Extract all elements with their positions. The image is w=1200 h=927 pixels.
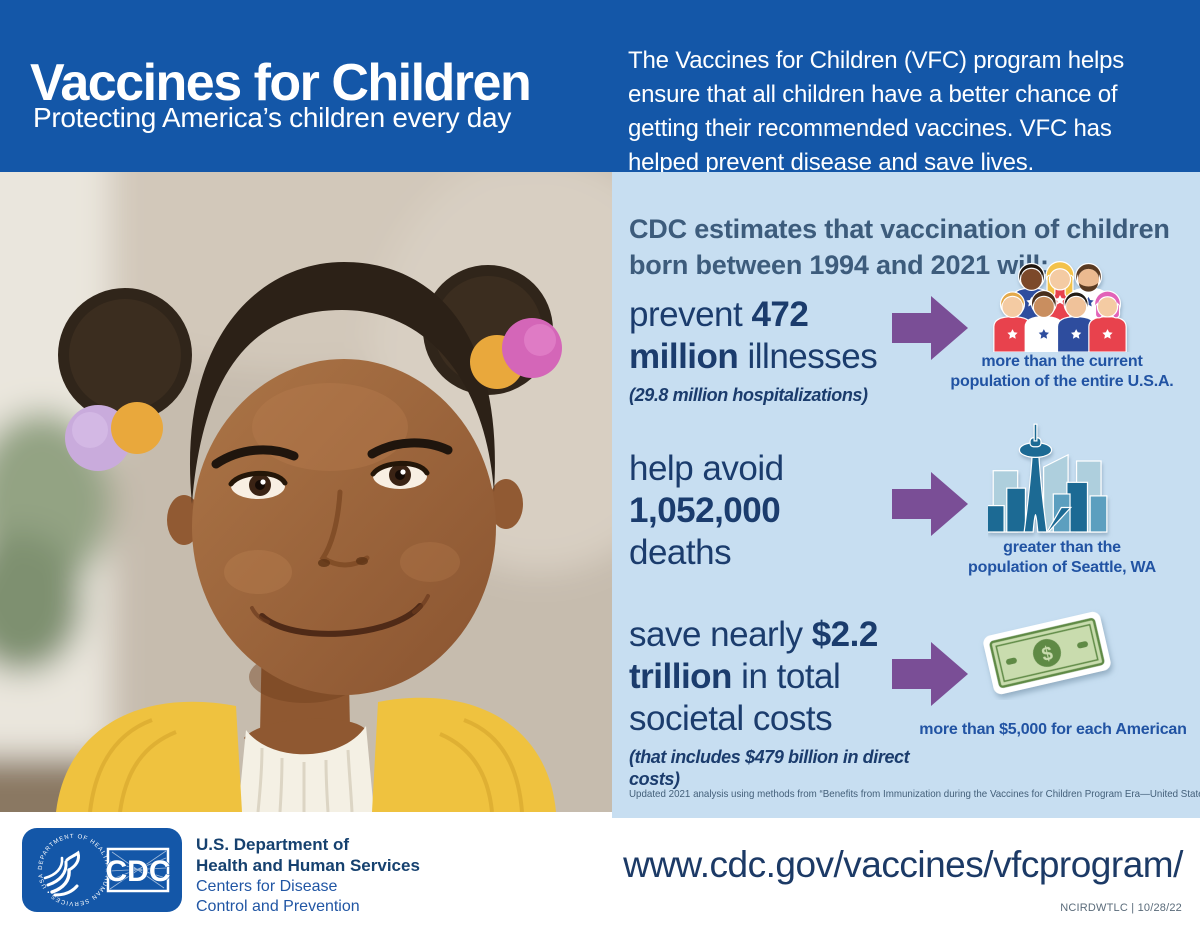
page-title: Vaccines for Children <box>30 53 532 112</box>
intro-paragraph: The Vaccines for Children (VFC) program … <box>628 47 1125 177</box>
stat-illnesses: prevent 472 million illnesses (29.8 mill… <box>629 294 914 407</box>
stat-illnesses-post: illnesses <box>738 337 878 376</box>
person-boy-blond <box>993 291 1032 352</box>
dept-line-1: U.S. Department of <box>196 835 350 854</box>
page-subtitle: Protecting America’s children every day <box>33 102 512 133</box>
stat-costs-pre: save nearly <box>629 615 812 654</box>
person-girl-pink-hair <box>1088 290 1127 352</box>
dept-line-3: Centers for Disease <box>196 877 338 895</box>
right-arrow-icon <box>892 642 968 706</box>
footer: DEPARTMENT OF HEALTH & HUMAN SERVICES • … <box>0 818 1200 927</box>
cdc-letters: CDC <box>106 855 171 888</box>
document-code: NCIRDWTLC | 10/28/22 <box>1060 902 1182 914</box>
dollar-bill-icon: $ <box>983 611 1111 695</box>
stat-costs-post2: societal costs <box>629 699 833 738</box>
stat-deaths: help avoid 1,052,000 deaths <box>629 448 914 574</box>
panel-heading: CDC estimates that vaccination of childr… <box>629 214 1170 281</box>
space-needle <box>1018 423 1053 533</box>
stat-deaths-pre: help avoid <box>629 449 784 488</box>
stat-illnesses-unit: million <box>629 337 739 376</box>
stat-costs-subnote: (that includes $479 billion in direct co… <box>629 747 910 789</box>
person-girl-brunette <box>1024 289 1064 352</box>
stat-illnesses-number: 472 <box>751 295 809 334</box>
stat-illnesses-pre: prevent <box>629 295 752 334</box>
stat-costs-unit: trillion <box>629 657 732 696</box>
crowd-icon <box>993 261 1127 352</box>
girl-illustration <box>56 262 562 812</box>
stat-costs-post: in total <box>731 657 841 696</box>
right-arrow-icon <box>892 472 968 536</box>
header-banner: Vaccines for Children Protecting America… <box>0 0 1200 176</box>
cdc-hhs-logo: DEPARTMENT OF HEALTH & HUMAN SERVICES • … <box>22 828 182 912</box>
child-photo-illustration <box>0 172 612 812</box>
person-boy-dark-hair <box>1056 291 1096 352</box>
stats-panel: CDC estimates that vaccination of childr… <box>612 172 1200 818</box>
seattle-skyline-icon <box>988 423 1108 533</box>
department-text: U.S. Department of Health and Human Serv… <box>196 834 420 917</box>
stat-costs: save nearly $2.2 trillion in total socie… <box>629 614 929 790</box>
stat-deaths-caption: greater than the population of Seattle, … <box>968 539 1156 576</box>
dept-line-2: Health and Human Services <box>196 856 420 876</box>
stat-illnesses-caption: more than the current population of the … <box>950 353 1174 390</box>
stat-deaths-number: 1,052,000 <box>629 491 781 530</box>
cdc-letters-box: CDC <box>105 847 171 893</box>
child-photo <box>0 172 612 812</box>
hhs-eagle-icon <box>43 850 80 897</box>
dollar-sign-glyph: $ <box>1040 643 1055 666</box>
right-arrow-icon <box>892 296 968 360</box>
stat-costs-number: $2.2 <box>811 615 879 654</box>
stat-costs-caption: more than $5,000 for each American <box>919 721 1187 738</box>
stat-illnesses-subnote: (29.8 million hospitalizations) <box>629 385 868 405</box>
dept-line-4: Control and Prevention <box>196 897 360 915</box>
source-footnote: Updated 2021 analysis using methods from… <box>629 788 1200 800</box>
cdc-url: www.cdc.gov/vaccines/vfcprogram/ <box>623 844 1183 885</box>
stat-deaths-post: deaths <box>629 533 732 572</box>
